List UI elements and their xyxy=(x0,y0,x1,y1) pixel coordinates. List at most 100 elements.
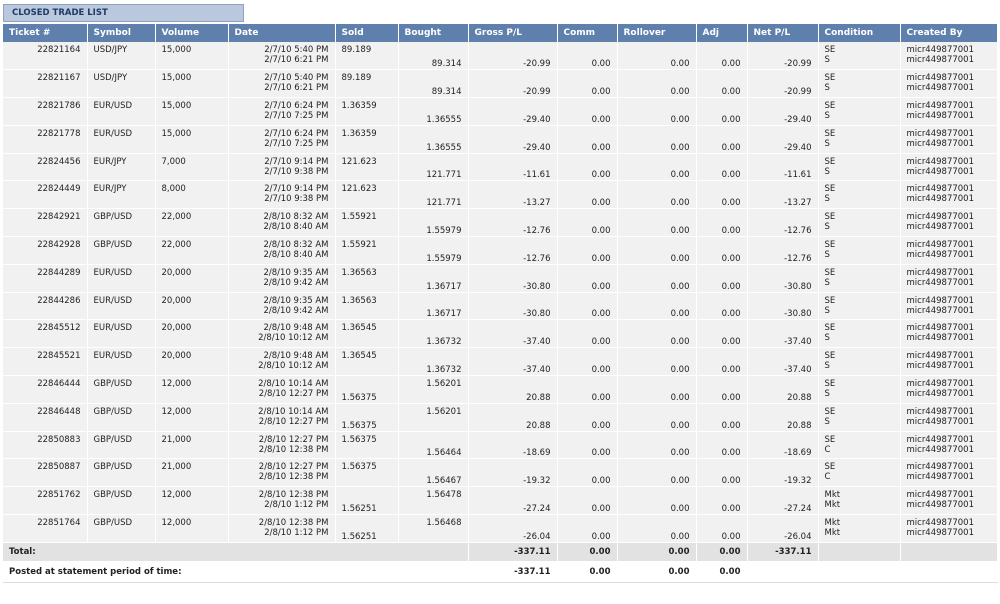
sold-cell: 1.36545 xyxy=(335,319,399,349)
date-cell: 2/8/10 10:14 AM 2/8/10 12:27 PM xyxy=(228,375,336,404)
condition-cell-text: SE xyxy=(824,323,836,334)
created-by-cell-text: micr449877001 xyxy=(906,351,974,362)
column-header[interactable]: Adj xyxy=(696,24,748,42)
table-row[interactable]: 22821786 EUR/USD 15,000 2/7/10 6:24 PM 2/7/1… xyxy=(3,97,998,126)
symbol-cell: EUR/JPY xyxy=(87,153,156,182)
created-by-cell-text: micr449877001 xyxy=(906,389,974,400)
gross-pl-cell-text: -29.40 xyxy=(523,142,551,153)
symbol-cell: EUR/USD xyxy=(87,125,156,154)
column-header[interactable]: Net P/L xyxy=(747,24,819,42)
table-row[interactable]: 22821164 USD/JPY 15,000 2/7/10 5:40 PM 2/7/1… xyxy=(3,42,998,71)
gross-pl-cell-text: -19.32 xyxy=(523,476,551,487)
adj-cell: 0.00 xyxy=(696,403,748,432)
condition-cell-text: S xyxy=(824,416,830,427)
ticket-cell: 22844289 xyxy=(3,264,88,293)
bought-cell: 1.36732 xyxy=(398,319,469,349)
rollover-cell-text: 0.00 xyxy=(670,448,690,459)
condition-cell-text: S xyxy=(824,305,830,316)
gross-pl-cell: -27.24 xyxy=(468,486,558,516)
sold-cell-text: 1.56251 xyxy=(341,504,377,515)
volume-cell: 20,000 xyxy=(155,292,229,321)
column-header[interactable]: Ticket # xyxy=(3,24,88,42)
ticket-cell: 22845521 xyxy=(3,347,88,377)
date-cell-text: 2/8/10 12:27 PM xyxy=(258,462,329,473)
created-by-cell: micr449877001 micr449877001 xyxy=(900,486,998,516)
rollover-cell-text: 0.00 xyxy=(670,531,690,542)
condition-cell: Mkt Mkt xyxy=(818,514,901,543)
created-by-cell-text: micr449877001 xyxy=(906,323,974,334)
condition-cell: SE S xyxy=(818,69,901,99)
rollover-cell-text: 0.00 xyxy=(670,420,690,431)
date-cell: 2/7/10 6:24 PM 2/7/10 7:25 PM xyxy=(228,97,336,126)
table-row[interactable]: 22851764 GBP/USD 12,000 2/8/10 12:38 PM 2/8/… xyxy=(3,514,998,543)
created-by-cell-text: micr449877001 xyxy=(906,184,974,195)
date-cell: 2/8/10 10:14 AM 2/8/10 12:27 PM xyxy=(228,403,336,432)
table-footer: Total: -337.11 0.00 0.00 0.00 -337.11 Po… xyxy=(3,542,998,583)
adj-cell-text: 0.00 xyxy=(721,226,741,237)
column-header[interactable]: Comm xyxy=(557,24,618,42)
net-pl-cell: -37.40 xyxy=(747,347,819,377)
column-header[interactable]: Volume xyxy=(155,24,229,42)
table-row[interactable]: 22844289 EUR/USD 20,000 2/8/10 9:35 AM 2/8/1… xyxy=(3,264,998,293)
table-row[interactable]: 22845521 EUR/USD 20,000 2/8/10 9:48 AM 2/8/1… xyxy=(3,347,998,377)
table-row[interactable]: 22824449 EUR/JPY 8,000 2/7/10 9:14 PM 2/7/10… xyxy=(3,180,998,210)
table-row[interactable]: 22842921 GBP/USD 22,000 2/8/10 8:32 AM 2/8/1… xyxy=(3,208,998,238)
table-row[interactable]: 22844286 EUR/USD 20,000 2/8/10 9:35 AM 2/8/1… xyxy=(3,292,998,321)
posted-comm: 0.00 xyxy=(557,561,618,583)
date-cell-text: 2/8/10 8:40 AM xyxy=(263,250,329,261)
date-cell-text: 2/8/10 12:38 PM xyxy=(258,490,329,501)
column-header[interactable]: Rollover xyxy=(617,24,697,42)
table-row[interactable]: 22842928 GBP/USD 22,000 2/8/10 8:32 AM 2/8/1… xyxy=(3,236,998,265)
date-cell-text: 2/8/10 10:14 AM xyxy=(258,406,329,417)
sold-cell: 1.56375 xyxy=(335,403,399,432)
table-row[interactable]: 22850883 GBP/USD 21,000 2/8/10 12:27 PM 2/8/… xyxy=(3,431,998,460)
condition-cell-text: SE xyxy=(824,128,836,139)
created-by-cell-text: micr449877001 xyxy=(906,212,974,223)
created-by-cell: micr449877001 micr449877001 xyxy=(900,431,998,460)
gross-pl-cell: 20.88 xyxy=(468,403,558,432)
table-row[interactable]: 22850887 GBP/USD 21,000 2/8/10 12:27 PM 2/8/… xyxy=(3,458,998,488)
condition-cell-text: S xyxy=(824,250,830,261)
date-cell-text: 2/7/10 5:40 PM xyxy=(264,45,329,55)
table-row[interactable]: 22846444 GBP/USD 12,000 2/8/10 10:14 AM 2/8/… xyxy=(3,375,998,404)
column-header[interactable]: Sold xyxy=(335,24,399,42)
rollover-cell: 0.00 xyxy=(617,292,697,321)
sold-cell-text: 1.36563 xyxy=(341,267,377,278)
table-row[interactable]: 22845512 EUR/USD 20,000 2/8/10 9:48 AM 2/8/1… xyxy=(3,319,998,349)
column-header[interactable]: Condition xyxy=(818,24,901,42)
net-pl-cell: -29.40 xyxy=(747,97,819,126)
net-pl-cell: -29.40 xyxy=(747,125,819,154)
condition-cell: SE S xyxy=(818,125,901,154)
table-row[interactable]: 22846448 GBP/USD 12,000 2/8/10 10:14 AM 2/8/… xyxy=(3,403,998,432)
net-pl-cell-text: -20.99 xyxy=(784,87,812,98)
net-pl-cell: 20.88 xyxy=(747,403,819,432)
ticket-cell-text: 22824449 xyxy=(37,184,81,195)
column-header[interactable]: Gross P/L xyxy=(468,24,558,42)
volume-cell: 15,000 xyxy=(155,125,229,154)
table-body: 22821164 USD/JPY 15,000 2/7/10 5:40 PM 2/7/1… xyxy=(3,42,998,543)
adj-cell-text: 0.00 xyxy=(721,142,741,153)
created-by-cell: micr449877001 micr449877001 xyxy=(900,180,998,210)
volume-cell: 12,000 xyxy=(155,514,229,543)
gross-pl-cell: -11.61 xyxy=(468,153,558,182)
column-header[interactable]: Date xyxy=(228,24,336,42)
condition-cell-text: S xyxy=(824,361,830,372)
condition-cell: SE C xyxy=(818,431,901,460)
date-cell-text: 2/8/10 8:32 AM xyxy=(263,240,329,251)
table-row[interactable]: 22851762 GBP/USD 12,000 2/8/10 12:38 PM 2/8/… xyxy=(3,486,998,516)
column-header[interactable]: Bought xyxy=(398,24,469,42)
condition-cell-text: SE xyxy=(824,212,836,223)
created-by-cell-text: micr449877001 xyxy=(906,128,974,139)
condition-cell: SE S xyxy=(818,236,901,265)
created-by-cell-text: micr449877001 xyxy=(906,518,974,529)
bought-cell: 1.56478 xyxy=(398,486,469,516)
table-row[interactable]: 22824456 EUR/JPY 7,000 2/7/10 9:14 PM 2/7/10… xyxy=(3,153,998,182)
gross-pl-cell: -30.80 xyxy=(468,264,558,293)
sold-cell: 89.189 xyxy=(335,42,399,71)
table-row[interactable]: 22821167 USD/JPY 15,000 2/7/10 5:40 PM 2/7/1… xyxy=(3,69,998,99)
comm-cell: 0.00 xyxy=(557,431,618,460)
column-header[interactable]: Created By xyxy=(900,24,998,42)
sold-cell-text: 89.189 xyxy=(341,73,372,84)
column-header[interactable]: Symbol xyxy=(87,24,156,42)
table-row[interactable]: 22821778 EUR/USD 15,000 2/7/10 6:24 PM 2/7/1… xyxy=(3,125,998,154)
